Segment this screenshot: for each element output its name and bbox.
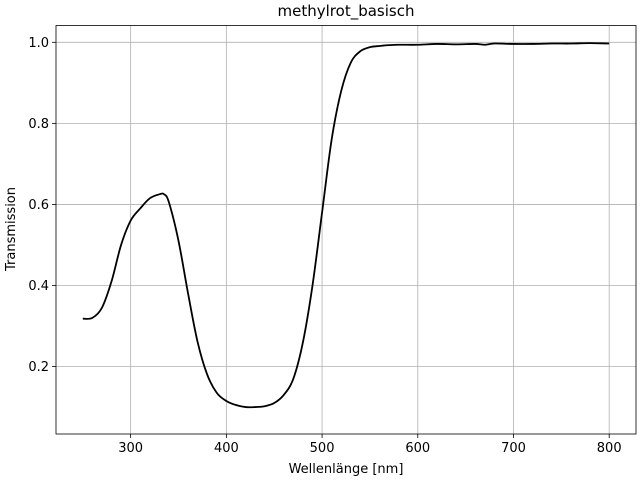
x-ticks: 300 400 500 600 700 800 xyxy=(118,434,622,456)
x-tick-label: 400 xyxy=(214,441,239,456)
x-tick-label: 500 xyxy=(310,441,335,456)
x-tick-label: 800 xyxy=(597,441,622,456)
chart-title: methylrot_basisch xyxy=(278,2,415,21)
y-tick-label: 0.6 xyxy=(28,198,49,213)
y-tick-label: 0.8 xyxy=(28,117,49,132)
series-line xyxy=(82,42,610,409)
x-tick-label: 700 xyxy=(501,441,526,456)
y-ticks: 0.2 0.4 0.6 0.8 1.0 xyxy=(28,36,56,375)
x-tick-label: 300 xyxy=(118,441,143,456)
y-tick-label: 1.0 xyxy=(28,36,49,51)
grid xyxy=(56,25,636,434)
x-tick-label: 600 xyxy=(405,441,430,456)
plot-frame xyxy=(55,25,637,435)
y-tick-label: 0.2 xyxy=(28,360,49,375)
y-axis-label: Transmission xyxy=(4,187,19,272)
x-axis-label: Wellenlänge [nm] xyxy=(289,462,404,477)
y-tick-label: 0.4 xyxy=(28,279,49,294)
